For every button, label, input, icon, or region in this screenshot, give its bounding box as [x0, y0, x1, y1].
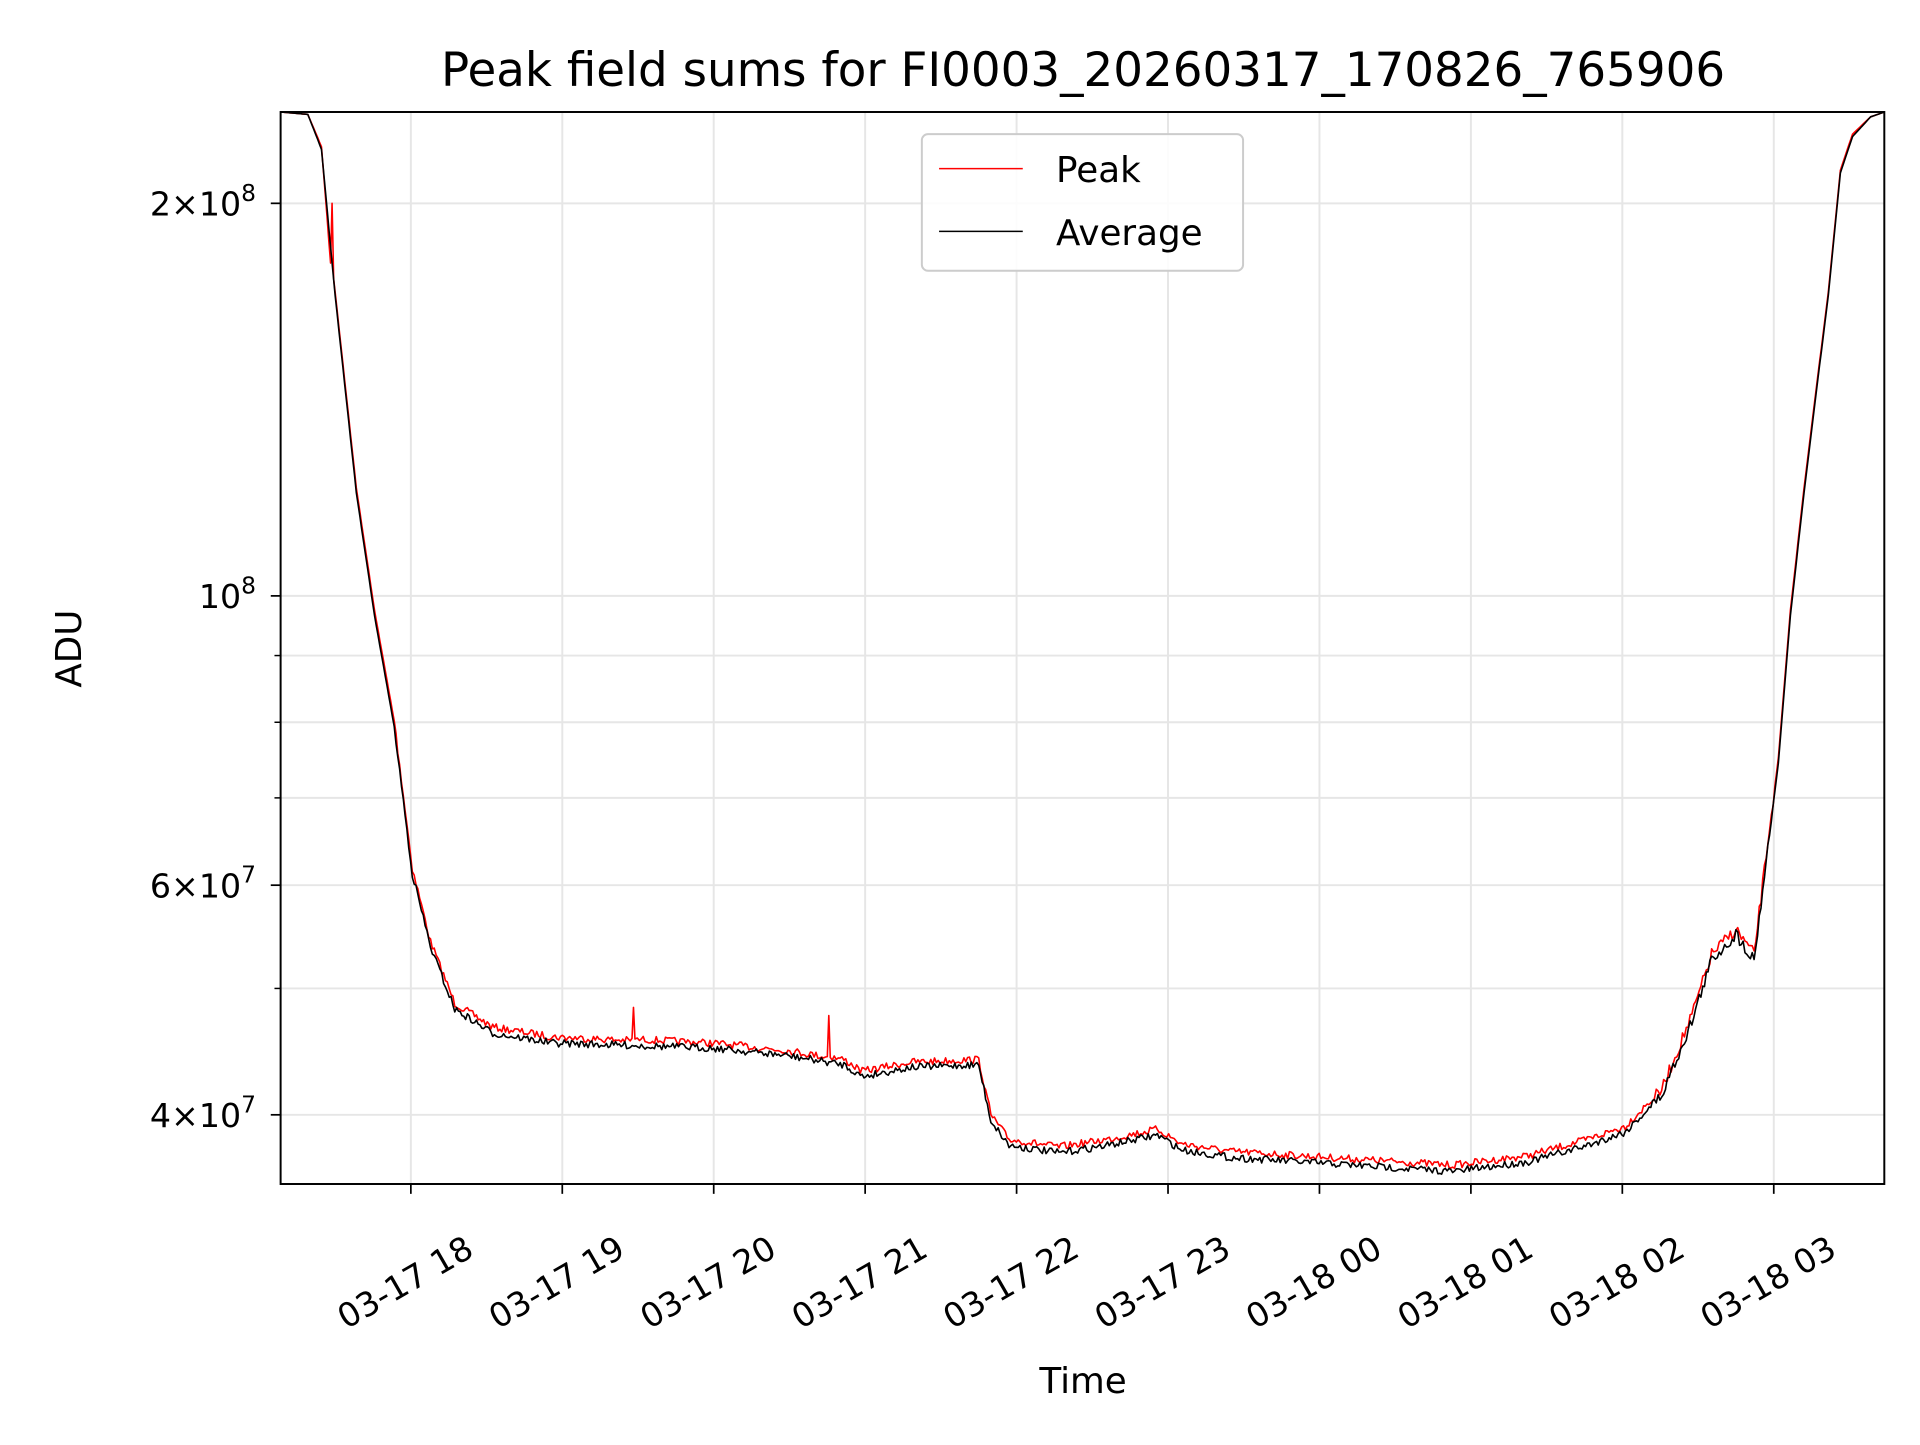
legend-label-average: Average [1056, 213, 1203, 254]
axes-frame [279, 111, 1886, 1185]
y-axis: 2×108 108 6×107 4×107 [150, 179, 281, 1135]
legend-label-peak: Peak [1056, 150, 1141, 191]
plot-area [280, 111, 1885, 1175]
y-tick-label: 4×107 [150, 1090, 256, 1135]
legend: Peak Average [920, 133, 1245, 272]
x-axis-label: Time [1038, 1361, 1126, 1402]
chart-title: Peak field sums for FI0003_20260317_1708… [441, 44, 1725, 98]
y-tick-label: 2×108 [150, 179, 256, 224]
series-line-average [280, 111, 1885, 1175]
y-axis-label: ADU [49, 610, 90, 688]
y-tick-label: 108 [199, 571, 256, 616]
y-tick-label: 6×107 [150, 861, 256, 906]
